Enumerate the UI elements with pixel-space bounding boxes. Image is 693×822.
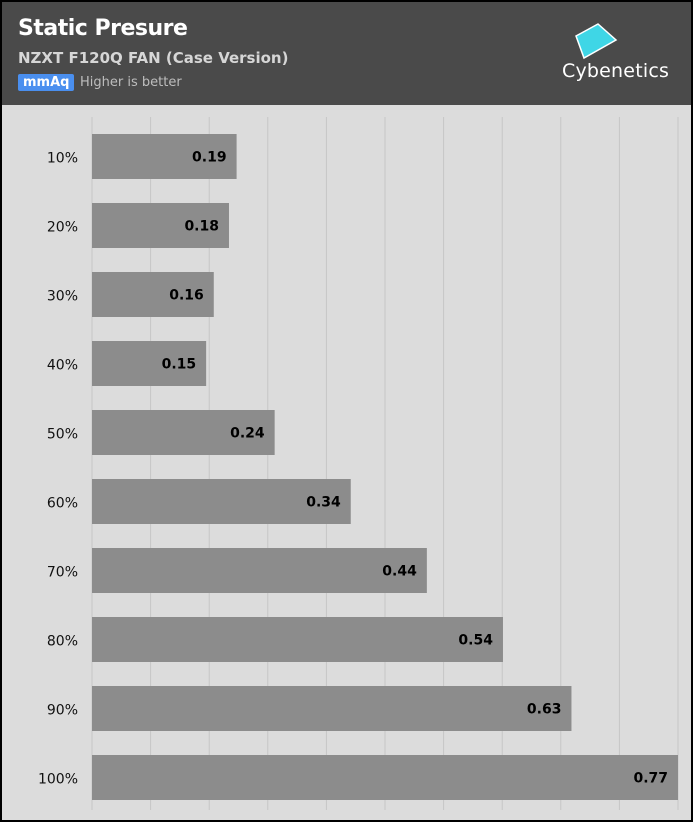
- bar-60pct: [92, 479, 351, 524]
- category-label: 90%: [47, 703, 78, 719]
- bar-40pct: [92, 341, 207, 386]
- category-label: 40%: [47, 358, 78, 374]
- cybenetics-logo: Cybenetics: [562, 20, 672, 90]
- value-label: 0.44: [382, 564, 417, 580]
- value-label: 0.77: [633, 771, 668, 787]
- chart-header: Static Presure NZXT F120Q FAN (Case Vers…: [2, 2, 691, 105]
- bar-30pct: [92, 272, 214, 317]
- category-label: 100%: [38, 772, 78, 788]
- category-label: 30%: [47, 289, 78, 305]
- bar-10pct: [92, 134, 237, 179]
- value-label: 0.15: [162, 357, 197, 373]
- category-label: 60%: [47, 496, 78, 512]
- category-label: 10%: [47, 151, 78, 167]
- category-label: 70%: [47, 565, 78, 581]
- bar-20pct: [92, 203, 229, 248]
- value-label: 0.54: [458, 633, 493, 649]
- category-label: 20%: [47, 220, 78, 236]
- bar-50pct: [92, 410, 275, 455]
- unit-badge: mmAq: [18, 74, 75, 91]
- value-label: 0.63: [527, 702, 562, 718]
- chart-subtitle: NZXT F120Q FAN (Case Version): [18, 49, 289, 67]
- value-label: 0.16: [169, 288, 204, 304]
- bar-chart: 10% 0.19 20% 0.18 30% 0.16 40% 0.15 50% 0.24 60% 0.…: [38, 117, 679, 810]
- cybenetics-logo-icon: [575, 23, 618, 60]
- value-label: 0.24: [230, 426, 265, 442]
- cybenetics-logo-text: Cybenetics: [562, 60, 670, 82]
- bar-70pct: [92, 548, 427, 593]
- bar-80pct: [92, 617, 503, 662]
- category-label: 50%: [47, 427, 78, 443]
- value-label: 0.19: [192, 150, 227, 166]
- bar-90pct: [92, 686, 572, 731]
- higher-is-better-note: Higher is better: [80, 75, 182, 90]
- bars: [92, 134, 678, 800]
- category-label: 80%: [47, 634, 78, 650]
- value-label: 0.18: [184, 219, 219, 235]
- bar-100pct: [92, 755, 678, 800]
- labels: 10% 0.19 20% 0.18 30% 0.16 40% 0.15 50% 0.24 60% 0.…: [38, 150, 668, 788]
- chart-title: Static Presure: [18, 16, 188, 41]
- value-label: 0.34: [306, 495, 341, 511]
